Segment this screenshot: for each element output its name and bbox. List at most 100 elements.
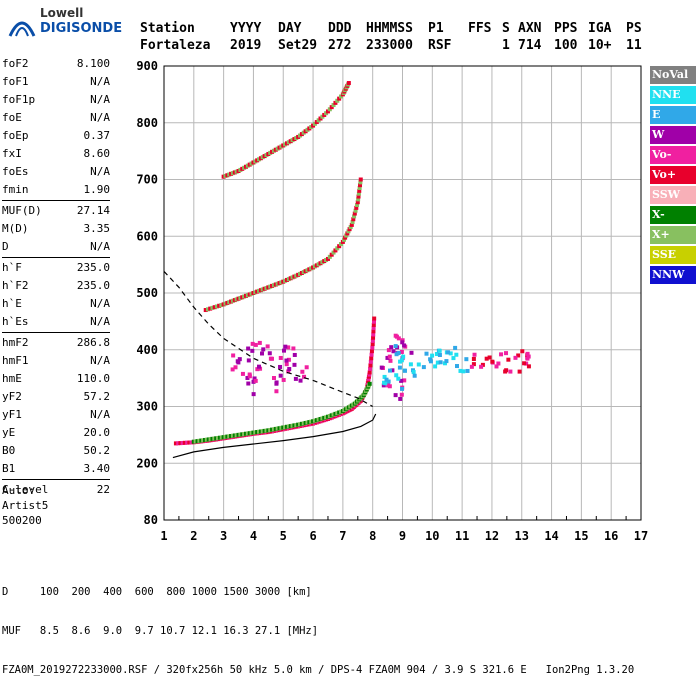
echo-mark xyxy=(178,441,183,446)
echo-mark xyxy=(208,306,213,311)
echo-mark xyxy=(371,319,376,324)
param-value: 8.100 xyxy=(76,57,110,70)
echo-mark xyxy=(327,254,332,259)
echo-mark xyxy=(526,354,531,359)
echo-mark xyxy=(182,440,187,445)
param-value: 1.90 xyxy=(83,183,111,196)
auto-line3: 500200 xyxy=(2,514,42,527)
echo-mark xyxy=(335,246,340,251)
echo-mark xyxy=(393,344,398,349)
x-tick-label: 17 xyxy=(634,529,648,543)
echo-mark xyxy=(390,368,395,373)
echo-mark xyxy=(368,359,373,364)
param-value: 22 xyxy=(96,483,110,496)
header-label-4: HHMMSS xyxy=(366,21,413,36)
echo-mark xyxy=(401,354,406,359)
echo-mark xyxy=(231,353,236,358)
echo-mark xyxy=(212,305,217,310)
echo-mark xyxy=(337,96,342,101)
echo-mark xyxy=(506,357,511,362)
echo-mark xyxy=(293,376,298,381)
param-row: M(D) 3.35 xyxy=(2,220,110,238)
param-name: D xyxy=(2,240,9,253)
param-name: C-level xyxy=(2,483,49,496)
param-row: yF1 N/A xyxy=(2,406,110,424)
param-row: foEs N/A xyxy=(2,163,110,181)
echo-mark xyxy=(399,349,404,354)
echo-mark xyxy=(513,355,518,360)
param-row: h`F2 235.0 xyxy=(2,277,110,295)
param-value: 8.60 xyxy=(83,147,111,160)
echo-mark xyxy=(347,227,352,232)
legend-item-sse: SSE xyxy=(650,246,696,264)
param-row: fxI 8.60 xyxy=(2,145,110,163)
param-value: N/A xyxy=(90,165,110,178)
echo-mark xyxy=(400,338,405,343)
echo-mark xyxy=(267,351,272,356)
param-name: fxI xyxy=(2,147,22,160)
header-value-5: RSF xyxy=(428,38,452,53)
y-tick-label: 300 xyxy=(136,400,158,414)
header-value-7: 1 xyxy=(502,38,510,53)
echo-mark xyxy=(329,252,334,257)
echo-mark xyxy=(520,349,525,354)
echo-mark xyxy=(302,374,307,379)
param-value: 3.35 xyxy=(83,222,111,235)
echo-mark xyxy=(479,364,484,369)
param-name: foF2 xyxy=(2,57,29,70)
echo-mark xyxy=(287,367,292,372)
echo-mark xyxy=(271,376,276,381)
echo-mark xyxy=(235,359,240,364)
true-height-profile xyxy=(172,413,377,459)
echo-mark xyxy=(430,353,435,358)
echo-mark xyxy=(250,341,255,346)
echo-mark xyxy=(371,335,376,340)
x-tick-label: 11 xyxy=(455,529,469,543)
x-tick-label: 3 xyxy=(220,529,227,543)
echo-mark xyxy=(337,244,342,249)
echo-mark xyxy=(357,188,362,193)
echo-mark xyxy=(369,352,374,357)
param-value: 286.8 xyxy=(76,336,110,349)
y-tick-label: 80 xyxy=(144,513,158,527)
header-label-8: AXN xyxy=(518,21,542,36)
muf-curve xyxy=(163,270,373,408)
echo-mark xyxy=(408,362,413,367)
echo-mark xyxy=(353,208,358,213)
echo-mark xyxy=(219,303,224,308)
header-label-6: FFS xyxy=(468,21,492,36)
legend-item-w: W xyxy=(650,126,696,144)
echo-mark xyxy=(250,348,255,353)
param-row: foE N/A xyxy=(2,109,110,127)
echo-mark xyxy=(298,378,303,383)
echo-mark xyxy=(187,440,192,445)
echo-mark xyxy=(185,440,190,445)
ionogram-plot: 1 2 3 4 5 6 7 8 9 10 11 12 13 14 15 16 17802003004005006… xyxy=(136,59,648,543)
echo-mark xyxy=(176,441,181,446)
echo-mark xyxy=(189,440,194,445)
echo-mark xyxy=(369,356,374,361)
echo-mark xyxy=(366,378,371,383)
echo-mark xyxy=(472,352,477,357)
y-tick-label: 200 xyxy=(136,456,158,470)
echo-mark xyxy=(448,351,453,356)
param-value: N/A xyxy=(90,354,110,367)
digisonde-logo-icon xyxy=(8,21,36,37)
footer-line3: FZA0M_2019272233000.RSF / 320fx256h 50 k… xyxy=(2,664,635,676)
echo-mark xyxy=(525,356,530,361)
echo-mark xyxy=(286,357,291,362)
echo-mark xyxy=(339,94,344,99)
footer-line1: D 100 200 400 600 800 1000 1500 3000 [km… xyxy=(2,586,312,598)
y-tick-label: 500 xyxy=(136,286,158,300)
param-separator xyxy=(2,257,110,258)
auto-line2: Artist5 xyxy=(2,499,49,512)
echo-mark xyxy=(368,363,373,368)
echo-mark xyxy=(381,383,386,388)
echo-mark xyxy=(325,256,330,261)
echo-mark xyxy=(346,81,351,86)
param-name: foF1p xyxy=(2,93,36,106)
echo-mark xyxy=(340,239,345,244)
echo-mark xyxy=(246,381,251,386)
param-row: foF1 N/A xyxy=(2,73,110,91)
param-name: fmin xyxy=(2,183,29,196)
